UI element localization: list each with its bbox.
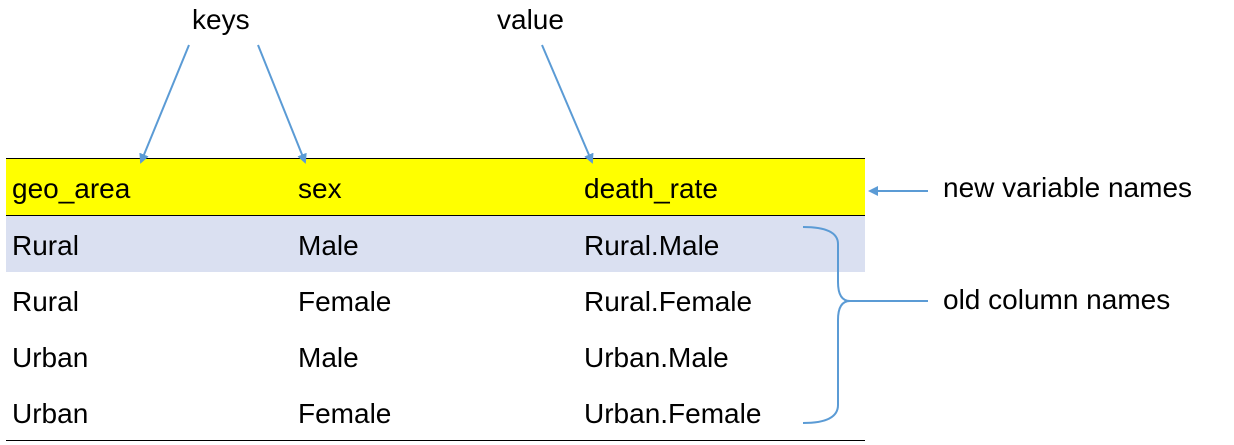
table-cell: Urban.Female [584, 398, 762, 429]
table-cell: Female [298, 398, 392, 429]
table-cell: Male [298, 230, 359, 261]
table-cell: Rural [12, 230, 79, 261]
value-label: value [497, 4, 564, 35]
tidy-table: geo_area sex death_rate Rural Male Rural… [6, 158, 865, 441]
table-cell: Female [298, 286, 392, 317]
header-sex: sex [298, 173, 342, 204]
table-cell: Urban [12, 342, 89, 373]
table-cell: Rural.Male [584, 230, 720, 261]
table-row: Rural Female Rural.Female [6, 272, 865, 328]
header-death-rate: death_rate [584, 173, 718, 204]
keys-label: keys [192, 4, 250, 35]
table-cell: Rural.Female [584, 286, 753, 317]
keys-arrow-geo-area [139, 44, 190, 164]
table-cell: Urban.Male [584, 342, 729, 373]
header-geo-area: geo_area [12, 173, 131, 204]
old-column-names-label: old column names [943, 284, 1171, 315]
value-arrow-death-rate [541, 44, 594, 164]
table-cell: Urban [12, 398, 89, 429]
new-variable-names-label: new variable names [943, 172, 1193, 203]
table-row: Rural Male Rural.Male [6, 216, 865, 272]
table-cell: Rural [12, 286, 79, 317]
table-cell: Male [298, 342, 359, 373]
table-row: Urban Female Urban.Female [6, 384, 865, 441]
table-header-row: geo_area sex death_rate [6, 158, 865, 216]
old-names-brace [802, 226, 851, 424]
keys-arrow-sex [257, 44, 307, 164]
table-row: Urban Male Urban.Male [6, 328, 865, 384]
